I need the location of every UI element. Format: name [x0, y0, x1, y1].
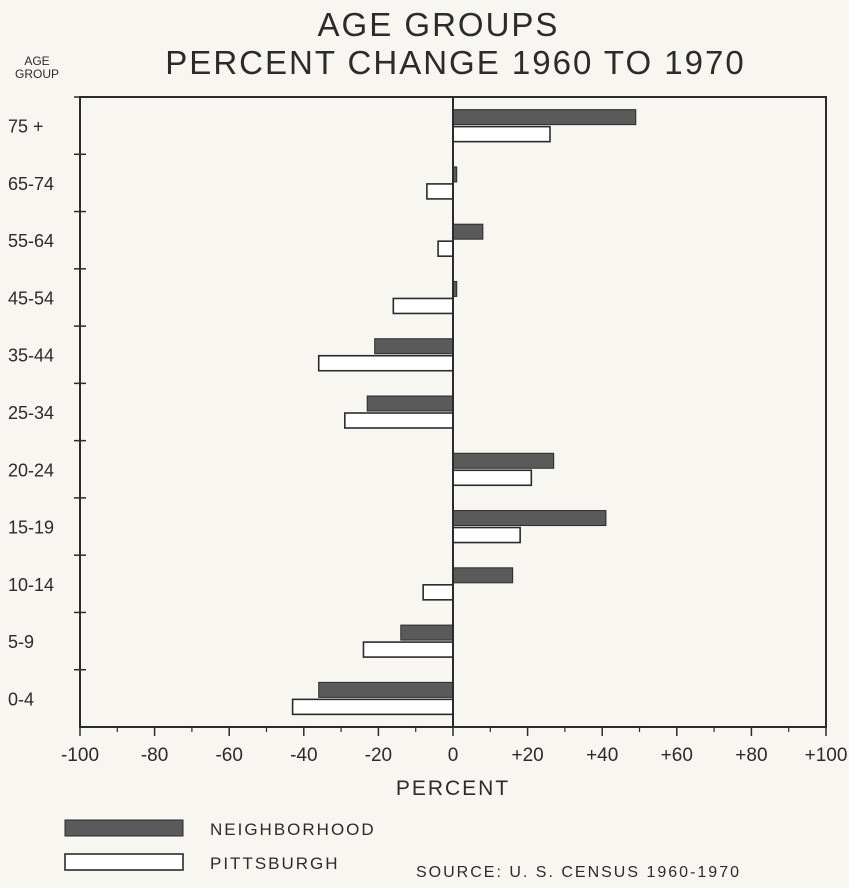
chart-subtitle: PERCENT CHANGE 1960 TO 1970 [165, 44, 746, 81]
y-tick-label: 5-9 [8, 632, 34, 652]
x-tick-label: -80 [141, 745, 168, 766]
x-tick-label: -60 [215, 745, 242, 766]
bar-pittsburgh-10 [362, 641, 454, 658]
y-tick-label: 35-44 [8, 346, 54, 366]
x-tick-label: +40 [586, 745, 618, 766]
bar-neighborhood-8 [452, 510, 607, 527]
x-tick-label: +100 [805, 745, 848, 766]
y-tick-label: 55-64 [8, 231, 54, 251]
x-tick-label: -40 [290, 745, 317, 766]
x-tick-label: +60 [661, 745, 693, 766]
bar-pittsburgh-3 [437, 240, 454, 257]
bar-pittsburgh-11 [291, 698, 454, 716]
y-axis-label: AGE GROUP [14, 54, 59, 81]
y-tick-label: 15-19 [8, 518, 54, 538]
bar-pittsburgh-2 [426, 183, 454, 200]
bar-pittsburgh-4 [392, 297, 454, 315]
x-tick-label: +80 [735, 745, 767, 766]
bar-neighborhood-11 [318, 681, 454, 698]
bar-pittsburgh-9 [422, 584, 454, 601]
x-tick-label: -20 [365, 745, 392, 766]
x-tick-label: -100 [61, 745, 99, 766]
bar-pittsburgh-1 [452, 125, 551, 143]
legend-swatch-pittsburgh [64, 853, 184, 871]
y-tick-label: 45-54 [8, 288, 54, 308]
legend-label-pittsburgh: PITTSBURGH [210, 854, 340, 873]
bar-neighborhood-6 [366, 395, 454, 412]
y-tick-label: 65-74 [8, 174, 54, 194]
chart-title: AGE GROUPS [317, 6, 560, 43]
y-tick-label: 25-34 [8, 403, 54, 423]
legend-swatch-neighborhood [64, 819, 184, 837]
y-tick-label: 0-4 [8, 689, 34, 709]
x-axis-label: PERCENT [396, 777, 510, 800]
bar-neighborhood-1 [452, 109, 637, 126]
x-tick-label: +20 [511, 745, 543, 766]
bar-neighborhood-3 [452, 223, 484, 240]
bar-pittsburgh-8 [452, 526, 521, 544]
bar-neighborhood-10 [400, 624, 454, 641]
bar-pittsburgh-6 [344, 412, 454, 429]
source-note: SOURCE: U. S. CENSUS 1960-1970 [416, 864, 741, 881]
bar-neighborhood-7 [452, 452, 555, 469]
bar-pittsburgh-7 [452, 469, 533, 487]
bar-neighborhood-9 [452, 567, 514, 584]
legend-label-neighborhood: NEIGHBORHOOD [210, 820, 376, 839]
bar-pittsburgh-5 [317, 354, 454, 372]
x-tick-label: 0 [448, 745, 459, 766]
y-tick-label: 10-14 [8, 575, 54, 595]
y-tick-label: 20-24 [8, 460, 54, 480]
bar-neighborhood-5 [374, 338, 454, 355]
y-tick-label: 75 + [8, 117, 44, 137]
